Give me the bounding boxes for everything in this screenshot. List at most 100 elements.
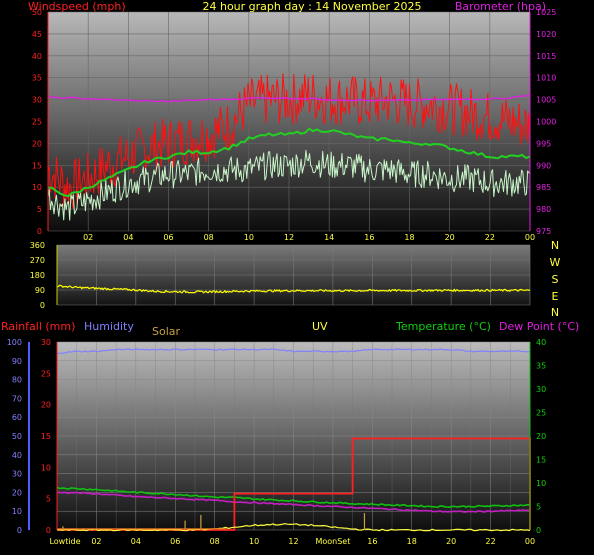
windspeed-tick-label: 10 (32, 183, 42, 192)
main-x-tick-label: 10 (244, 233, 254, 242)
windspeed-tick-label: 0 (37, 227, 42, 236)
temperature-tick-label: 30 (536, 385, 546, 394)
temperature-tick-label: 10 (536, 479, 546, 488)
bottom-x-tick-label: 20 (446, 537, 456, 546)
rainfall-tick-label: 10 (41, 463, 51, 472)
direction-label-n-bottom: N (551, 306, 559, 319)
windspeed-axis-title: Windspeed (mph) (28, 0, 126, 13)
humidity-tick-label: 100 (7, 338, 22, 347)
barometer-tick-label: 1020 (536, 30, 556, 39)
direction-label-e: E (552, 290, 559, 303)
direction-label-n-top: N (551, 239, 559, 252)
dewpoint-line (57, 491, 531, 513)
bottom-x-tick-label: 04 (131, 537, 141, 546)
temperature-tick-label: 35 (536, 362, 546, 371)
bottom-x-tick-label: 08 (210, 537, 220, 546)
rainfall-tick-label: 15 (41, 432, 51, 441)
temperature-tick-label: 40 (536, 338, 546, 347)
temperature-axis-title: Temperature (°C) (395, 320, 491, 333)
humidity-axis-title: Humidity (84, 320, 134, 333)
windspeed-tick-label: 15 (32, 161, 42, 170)
bottom-x-tick-label: 06 (170, 537, 180, 546)
temperature-tick-label: 15 (536, 456, 546, 465)
bottom-x-tick-label: MoonSet (315, 537, 350, 546)
temperature-tick-label: 20 (536, 432, 546, 441)
windspeed-tick-label: 45 (32, 30, 42, 39)
solar-line (56, 523, 531, 532)
rainfall-tick-label: 5 (46, 495, 51, 504)
windspeed-tick-label: 25 (32, 118, 42, 127)
humidity-tick-label: 70 (12, 394, 22, 403)
main-x-tick-label: 00 (525, 233, 535, 242)
humidity-tick-label: 0 (17, 526, 22, 535)
humidity-tick-label: 30 (12, 470, 22, 479)
main-x-tick-label: 14 (324, 233, 334, 242)
direction-tick-label: 360 (30, 241, 45, 250)
rainfall-tick-label: 25 (41, 369, 51, 378)
barometer-tick-label: 1015 (536, 52, 556, 61)
main-x-tick-label: 20 (445, 233, 455, 242)
uv-title: UV (312, 320, 328, 333)
humidity-tick-label: 60 (12, 413, 22, 422)
barometer-axis-title: Barometer (hpa) (455, 0, 546, 13)
main-x-tick-label: 04 (123, 233, 133, 242)
humidity-tick-label: 40 (12, 451, 22, 460)
main-x-tick-label: 08 (204, 233, 214, 242)
direction-label-w: W (550, 256, 561, 269)
barometer-tick-label: 1005 (536, 96, 556, 105)
humidity-tick-label: 50 (12, 432, 22, 441)
wind-speed-line (47, 149, 531, 221)
wind-direction-line (57, 284, 531, 294)
bottom-x-tick-label: 22 (485, 537, 495, 546)
barometer-tick-label: 1000 (536, 118, 556, 127)
solar-title: Solar (152, 325, 181, 338)
barometer-tick-label: 995 (536, 139, 551, 148)
windspeed-tick-label: 30 (32, 96, 42, 105)
barometer-tick-label: 985 (536, 183, 551, 192)
windspeed-tick-label: 5 (37, 205, 42, 214)
direction-label-s: S (552, 273, 559, 286)
temperature-line (56, 486, 531, 508)
temperature-tick-label: 5 (536, 503, 541, 512)
rainfall-tick-label: 30 (41, 338, 51, 347)
rainfall-tick-label: 0 (46, 526, 51, 535)
main-x-tick-label: 02 (83, 233, 93, 242)
humidity-tick-label: 90 (12, 357, 22, 366)
bottom-x-tick-label: Lowtide (49, 537, 80, 546)
bottom-x-tick-label: 02 (91, 537, 101, 546)
dewpoint-axis-title: Dew Point (°C) (499, 320, 579, 333)
bottom-x-tick-label: 12 (288, 537, 298, 546)
wind-gust-line (47, 73, 531, 210)
windspeed-tick-label: 40 (32, 52, 42, 61)
windspeed-tick-label: 20 (32, 139, 42, 148)
rainfall-axis-title: Rainfall (mm) (1, 320, 75, 333)
barometer-tick-label: 975 (536, 227, 551, 236)
main-x-tick-label: 12 (284, 233, 294, 242)
bottom-x-tick-label: 18 (407, 537, 417, 546)
direction-tick-label: 270 (30, 256, 45, 265)
bottom-x-tick-label: 00 (525, 537, 535, 546)
main-x-tick-label: 16 (364, 233, 374, 242)
humidity-tick-label: 80 (12, 376, 22, 385)
barometer-tick-label: 1010 (536, 74, 556, 83)
direction-tick-label: 0 (40, 301, 45, 310)
bottom-x-tick-label: 16 (367, 537, 377, 546)
windspeed-tick-label: 35 (32, 74, 42, 83)
wind-average-line (47, 127, 531, 198)
temperature-tick-label: 25 (536, 409, 546, 418)
main-x-tick-label: 22 (485, 233, 495, 242)
bottom-x-tick-label: 10 (249, 537, 259, 546)
graph-title: 24 hour graph day : 14 November 2025 (202, 0, 421, 13)
humidity-line (56, 348, 531, 354)
main-x-tick-label: 06 (163, 233, 173, 242)
humidity-tick-label: 20 (12, 488, 22, 497)
direction-tick-label: 90 (35, 286, 45, 295)
windspeed-tick-label: 50 (32, 8, 42, 17)
barometer-tick-label: 990 (536, 161, 551, 170)
humidity-tick-label: 10 (12, 507, 22, 516)
direction-tick-label: 180 (30, 271, 45, 280)
barometer-tick-label: 980 (536, 205, 551, 214)
barometer-line (48, 94, 531, 103)
main-x-tick-label: 18 (404, 233, 414, 242)
